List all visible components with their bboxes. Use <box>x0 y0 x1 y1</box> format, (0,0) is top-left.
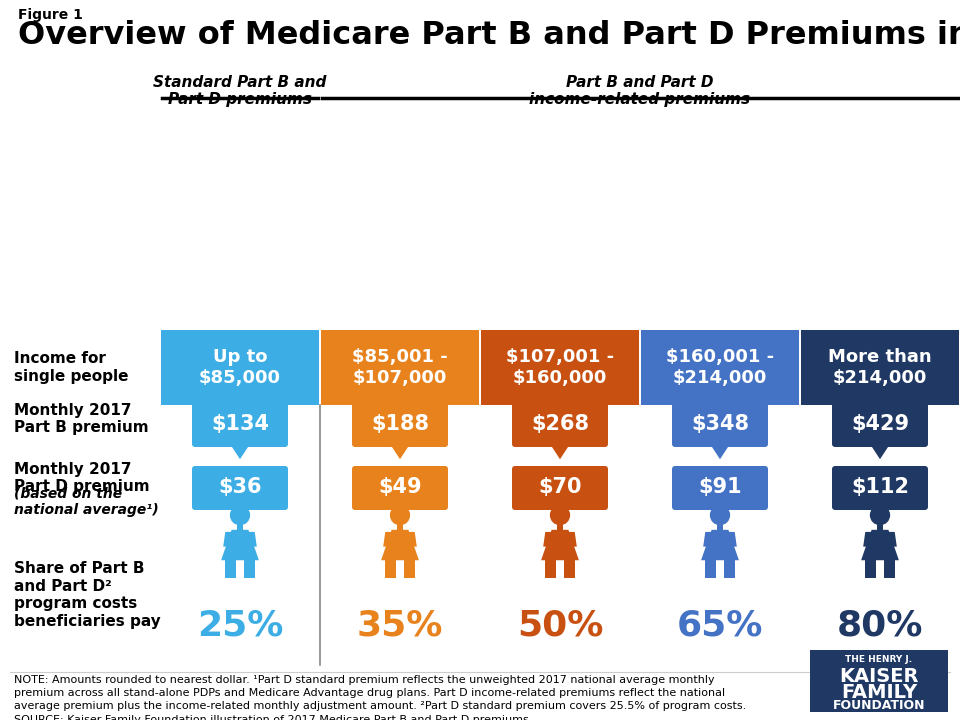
Bar <box>321 330 479 405</box>
FancyBboxPatch shape <box>832 403 928 447</box>
Bar <box>244 559 254 578</box>
Circle shape <box>871 505 890 525</box>
Text: 25%: 25% <box>197 608 283 642</box>
Polygon shape <box>381 530 419 560</box>
Bar <box>724 559 734 578</box>
Polygon shape <box>870 507 890 522</box>
Text: $134: $134 <box>211 414 269 434</box>
Polygon shape <box>230 444 250 459</box>
Text: 50%: 50% <box>516 608 603 642</box>
Polygon shape <box>870 444 890 459</box>
Bar <box>404 559 415 578</box>
Bar <box>481 330 639 405</box>
Polygon shape <box>543 532 552 546</box>
FancyBboxPatch shape <box>192 466 288 510</box>
FancyBboxPatch shape <box>352 403 448 447</box>
Text: Standard Part B and
Part D premiums: Standard Part B and Part D premiums <box>154 75 326 107</box>
Text: $70: $70 <box>539 477 582 497</box>
Polygon shape <box>701 530 739 560</box>
Bar <box>706 559 716 578</box>
Polygon shape <box>710 507 730 522</box>
Text: More than
$214,000: More than $214,000 <box>828 348 932 387</box>
Text: Up to
$85,000: Up to $85,000 <box>199 348 281 387</box>
Bar <box>385 559 396 578</box>
Polygon shape <box>541 530 579 560</box>
FancyBboxPatch shape <box>512 466 608 510</box>
Text: Monthly 2017
Part D premium: Monthly 2017 Part D premium <box>14 462 150 494</box>
Polygon shape <box>550 444 570 459</box>
Text: $36: $36 <box>218 477 262 497</box>
FancyBboxPatch shape <box>832 466 928 510</box>
Text: $107,001 -
$160,000: $107,001 - $160,000 <box>506 348 614 387</box>
Polygon shape <box>230 507 250 522</box>
Text: THE HENRY J.: THE HENRY J. <box>846 655 913 664</box>
Text: $268: $268 <box>531 414 589 434</box>
Text: 35%: 35% <box>357 608 444 642</box>
Polygon shape <box>861 530 899 560</box>
Text: FOUNDATION: FOUNDATION <box>832 699 925 712</box>
Text: (based on the
national average¹): (based on the national average¹) <box>14 487 158 517</box>
Polygon shape <box>383 532 392 546</box>
Bar <box>865 559 876 578</box>
Polygon shape <box>390 507 410 522</box>
Text: Income for
single people: Income for single people <box>14 351 129 384</box>
Bar <box>545 559 556 578</box>
Text: Monthly 2017
Part B premium: Monthly 2017 Part B premium <box>14 402 149 435</box>
Polygon shape <box>249 532 257 546</box>
FancyBboxPatch shape <box>192 403 288 447</box>
Text: $188: $188 <box>371 414 429 434</box>
Circle shape <box>230 505 250 525</box>
FancyBboxPatch shape <box>672 403 768 447</box>
Polygon shape <box>221 530 259 560</box>
Text: KAISER: KAISER <box>839 667 919 686</box>
Text: $112: $112 <box>851 477 909 497</box>
Text: Overview of Medicare Part B and Part D Premiums in 2017: Overview of Medicare Part B and Part D P… <box>18 20 960 51</box>
Bar <box>557 519 564 530</box>
Text: FAMILY: FAMILY <box>841 683 917 702</box>
Text: $348: $348 <box>691 414 749 434</box>
Bar <box>810 650 948 712</box>
Bar <box>801 330 959 405</box>
Text: Figure 1: Figure 1 <box>18 8 83 22</box>
Polygon shape <box>550 507 570 522</box>
Bar <box>237 519 243 530</box>
Bar <box>641 330 799 405</box>
Bar <box>564 559 575 578</box>
FancyBboxPatch shape <box>672 466 768 510</box>
Polygon shape <box>729 532 737 546</box>
Text: $160,001 -
$214,000: $160,001 - $214,000 <box>666 348 774 387</box>
Circle shape <box>391 505 410 525</box>
FancyBboxPatch shape <box>352 466 448 510</box>
Text: $85,001 -
$107,000: $85,001 - $107,000 <box>352 348 448 387</box>
Bar <box>396 519 403 530</box>
Circle shape <box>710 505 730 525</box>
Polygon shape <box>408 532 417 546</box>
Polygon shape <box>390 444 410 459</box>
Bar <box>876 519 883 530</box>
Bar <box>226 559 236 578</box>
Polygon shape <box>710 444 730 459</box>
Polygon shape <box>223 532 231 546</box>
FancyBboxPatch shape <box>512 403 608 447</box>
Bar <box>161 330 319 405</box>
Bar <box>717 519 723 530</box>
Bar <box>884 559 895 578</box>
Text: Part B and Part D
income-related premiums: Part B and Part D income-related premium… <box>529 75 751 107</box>
Polygon shape <box>703 532 711 546</box>
Circle shape <box>550 505 569 525</box>
Text: Share of Part B
and Part D²
program costs
beneficiaries pay: Share of Part B and Part D² program cost… <box>14 562 160 629</box>
Text: 80%: 80% <box>837 608 924 642</box>
Text: $429: $429 <box>851 414 909 434</box>
Text: $91: $91 <box>698 477 742 497</box>
Text: $49: $49 <box>378 477 421 497</box>
Text: 65%: 65% <box>677 608 763 642</box>
Polygon shape <box>568 532 577 546</box>
Text: NOTE: Amounts rounded to nearest dollar. ¹Part D standard premium reflects the u: NOTE: Amounts rounded to nearest dollar.… <box>14 675 746 720</box>
Polygon shape <box>888 532 897 546</box>
Polygon shape <box>863 532 872 546</box>
